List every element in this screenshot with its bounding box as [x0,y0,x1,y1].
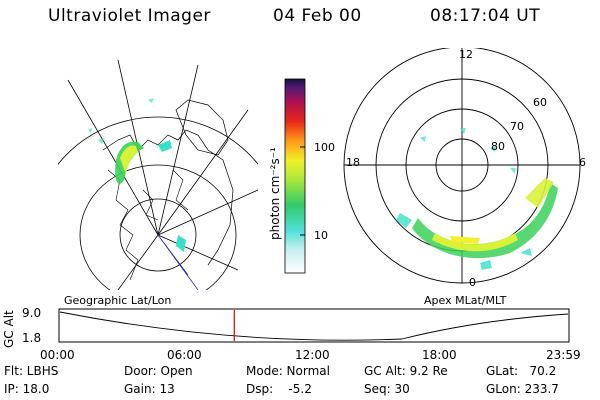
gc-alt-status: GC Alt: 9.2 Re [364,364,448,378]
lat-label-60: 60 [533,96,547,109]
coastline [107,169,189,281]
altitude-curve [59,311,569,341]
mlt-label-6: 6 [579,156,586,169]
colorbar [284,78,306,274]
polar-plot [343,48,581,284]
geographic-map [58,59,258,290]
right-panel-label: Apex MLat/MLT [424,294,507,307]
timeline-axis-label: GC Alt [2,310,16,348]
altitude-timeline [58,308,570,343]
latitude-ring [58,116,258,165]
mlt-label-0: 0 [469,276,476,289]
date-label: 04 Feb 00 [273,6,362,26]
latitude-ring [79,164,237,290]
longitude-lines [67,59,258,290]
aurora-oval [396,128,558,270]
greenland-outline [175,99,229,156]
colorbar-tick: 10 [314,229,328,242]
mlt-label-12: 12 [459,48,473,61]
mode-status: Mode: Normal [246,364,330,378]
timeline-xtick: 12:00 [295,348,330,362]
glon-status: GLon: 233.7 [486,382,559,396]
aurora-emission [88,98,186,252]
timeline-xtick: 06:00 [167,348,202,362]
timeline-xtick: 18:00 [422,348,457,362]
latitude-ring [119,198,197,272]
door-status: Door: Open [124,364,193,378]
time-label: 08:17:04 UT [430,6,541,26]
left-panel-label: Geographic Lat/Lon [64,294,172,307]
glat-status: GLat: 70.2 [486,364,557,378]
timeline-ytick: 9.0 [22,306,42,320]
gain-status: Gain: 13 [124,382,175,396]
timeline-ytick: 1.8 [22,331,42,345]
timeline-xtick: 00:00 [40,348,75,362]
timeline-xtick: 23:59 [546,348,581,362]
mlt-label-18: 18 [346,156,360,169]
lat-label-70: 70 [510,120,524,133]
meridian-line [157,234,199,290]
dsp-status: Dsp: -5.2 [246,382,312,396]
colorbar-tick: 100 [314,141,335,154]
seq-status: Seq: 30 [364,382,410,396]
ip-status: IP: 18.0 [4,382,50,396]
colorbar-unit: photon cm⁻²s⁻¹ [268,147,282,240]
lat-label-80: 80 [491,140,505,153]
instrument-title: Ultraviolet Imager [48,6,211,26]
filter-status: Flt: LBHS [4,364,59,378]
